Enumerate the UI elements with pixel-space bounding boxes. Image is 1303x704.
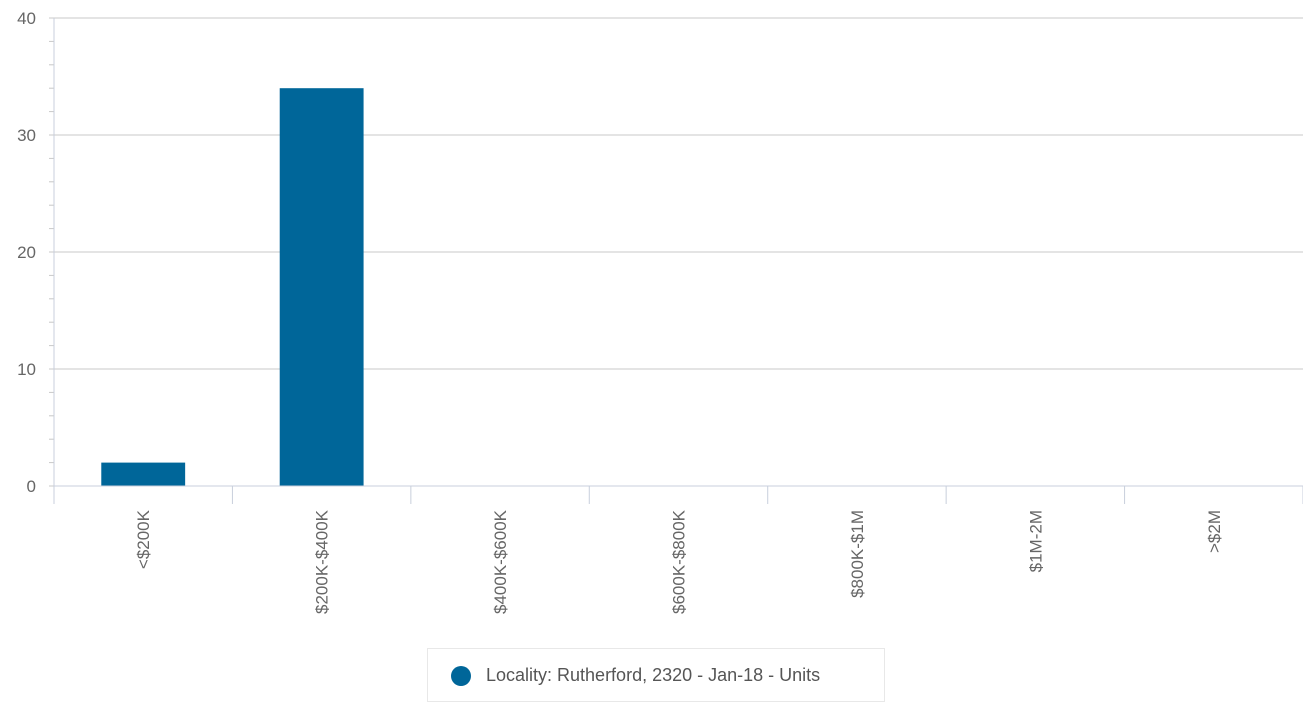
y-tick-label: 10	[17, 360, 36, 379]
legend-marker-icon	[451, 666, 471, 686]
legend-label: Locality: Rutherford, 2320 - Jan-18 - Un…	[486, 665, 821, 685]
x-tick-label: $800K-$1M	[848, 510, 867, 598]
x-tick-label: $400K-$600K	[491, 509, 510, 614]
x-axis-tick-labels: <$200K $200K-$400K $400K-$600K $600K-$800K $…	[134, 509, 1224, 614]
x-tick-label: $600K-$800K	[670, 509, 689, 614]
bar-series	[101, 88, 364, 486]
y-tick-label: 20	[17, 243, 36, 262]
y-tick-label: 40	[17, 9, 36, 28]
axes	[53, 18, 1303, 504]
y-axis-minor-ticks	[49, 17, 54, 487]
y-axis-tick-labels: 0 10 20 30 40	[17, 9, 36, 496]
x-tick-label: $1M-2M	[1026, 510, 1045, 572]
y-tick-label: 0	[27, 477, 36, 496]
y-tick-label: 30	[17, 126, 36, 145]
x-tick-label: <$200K	[134, 509, 153, 569]
x-tick-label: $200K-$400K	[313, 509, 332, 614]
grid-lines	[54, 17, 1303, 370]
x-tick-label: >$2M	[1205, 510, 1224, 553]
legend[interactable]: Locality: Rutherford, 2320 - Jan-18 - Un…	[427, 648, 885, 702]
bar-0	[101, 462, 186, 486]
bar-1	[279, 88, 364, 486]
